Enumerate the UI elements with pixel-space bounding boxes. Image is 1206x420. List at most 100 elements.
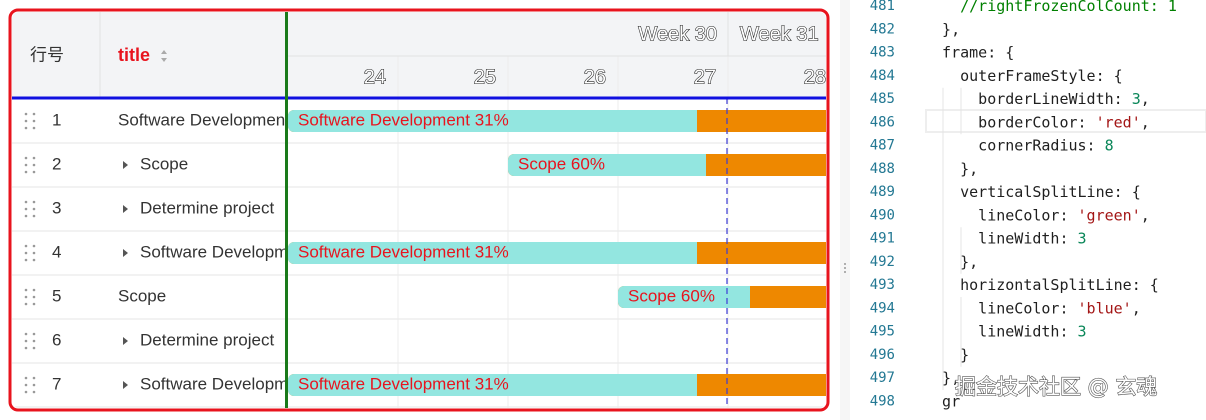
bar-label: Scope 60% bbox=[628, 286, 715, 305]
row-title: Determine project bbox=[140, 198, 274, 217]
drag-handle[interactable] bbox=[24, 288, 36, 306]
dot bbox=[24, 112, 28, 116]
week-label: Week 31 bbox=[740, 23, 819, 45]
dot bbox=[32, 346, 36, 350]
dot bbox=[32, 288, 36, 292]
code-line: //rightFrozenColCount: 1 bbox=[924, 0, 1177, 15]
dot bbox=[32, 112, 36, 116]
expand-arrow[interactable] bbox=[123, 381, 128, 389]
day-label: 24 bbox=[364, 66, 386, 88]
line-number: 496 bbox=[870, 347, 895, 363]
row-title: Determine project bbox=[140, 330, 274, 349]
day-label: 28 bbox=[804, 66, 826, 88]
bar-label: Software Development 31% bbox=[298, 374, 509, 393]
code-line: lineWidth: 3 bbox=[924, 229, 1087, 247]
column-header: 行号 bbox=[30, 45, 64, 64]
code-editor: 481 //rightFrozenColCount: 1 482 }, 483 fr… bbox=[870, 0, 1206, 410]
expand-arrow[interactable] bbox=[123, 249, 128, 257]
dot bbox=[32, 156, 36, 160]
dot bbox=[24, 119, 28, 123]
expand-arrow[interactable] bbox=[123, 337, 128, 345]
drag-handle[interactable] bbox=[24, 332, 36, 350]
drag-handle[interactable] bbox=[24, 244, 36, 262]
bar-progress-end bbox=[689, 374, 697, 396]
dot bbox=[32, 302, 36, 306]
bar-progress bbox=[288, 374, 697, 396]
line-number: 491 bbox=[870, 231, 895, 247]
line-number: 497 bbox=[870, 370, 895, 386]
line-number: 495 bbox=[870, 324, 895, 340]
bar-progress bbox=[508, 154, 706, 176]
line-number: 482 bbox=[870, 21, 895, 37]
bar-progress-end bbox=[689, 242, 697, 264]
dot bbox=[24, 302, 28, 306]
dot bbox=[32, 207, 36, 211]
bar-label: Software Development 31% bbox=[298, 110, 509, 129]
dot bbox=[24, 376, 28, 380]
dot bbox=[24, 244, 28, 248]
dot bbox=[24, 288, 28, 292]
row-number: 5 bbox=[52, 286, 61, 305]
column-header[interactable]: title bbox=[118, 45, 150, 65]
dot bbox=[24, 200, 28, 204]
splitter-grip bbox=[844, 263, 846, 273]
line-number: 481 bbox=[870, 0, 895, 14]
row-title: Software Development bbox=[140, 242, 312, 261]
row-number: 7 bbox=[52, 374, 61, 393]
dot bbox=[32, 390, 36, 394]
dot bbox=[32, 170, 36, 174]
dot bbox=[24, 258, 28, 262]
dot bbox=[24, 295, 28, 299]
row-number: 4 bbox=[52, 242, 61, 261]
sort-icon[interactable] bbox=[161, 50, 167, 62]
drag-handle[interactable] bbox=[24, 376, 36, 394]
dot bbox=[32, 200, 36, 204]
row-number: 1 bbox=[52, 110, 61, 129]
timeline: Week 30 Week 31 24 25 26 27 28 Software Develop… bbox=[288, 23, 826, 408]
day-label: 27 bbox=[694, 66, 716, 88]
line-number: 487 bbox=[870, 138, 895, 154]
splitter[interactable] bbox=[840, 0, 850, 420]
row-title: Scope bbox=[140, 154, 188, 173]
row-number: 6 bbox=[52, 330, 61, 349]
outer-frame bbox=[8, 8, 830, 412]
code-line: gr bbox=[924, 392, 960, 410]
bar-progress-end bbox=[689, 110, 697, 132]
drag-handle[interactable] bbox=[24, 156, 36, 174]
line-number: 486 bbox=[870, 114, 895, 130]
drag-handle[interactable] bbox=[24, 200, 36, 218]
bar-progress bbox=[618, 286, 750, 308]
week-label: Week 30 bbox=[638, 23, 717, 45]
code-line: verticalSplitLine: { bbox=[924, 183, 1141, 201]
line-number: 485 bbox=[870, 91, 895, 107]
code-line: frame: { bbox=[924, 43, 1014, 61]
dot bbox=[32, 163, 36, 167]
code-line: }, bbox=[924, 369, 960, 387]
bar-progress-end bbox=[742, 286, 750, 308]
expand-arrow[interactable] bbox=[123, 161, 128, 169]
dot bbox=[32, 295, 36, 299]
code-line: borderLineWidth: 3, bbox=[924, 90, 1150, 108]
dot bbox=[24, 156, 28, 160]
bar-label: Scope 60% bbox=[518, 154, 605, 173]
code-line: }, bbox=[924, 252, 978, 270]
code-line: }, bbox=[924, 159, 978, 177]
code-line: }, bbox=[924, 20, 960, 38]
dot bbox=[32, 258, 36, 262]
row-number: 3 bbox=[52, 198, 61, 217]
bar-label: Software Development 31% bbox=[298, 242, 509, 261]
code-line: cornerRadius: 8 bbox=[924, 136, 1114, 154]
dot bbox=[24, 339, 28, 343]
code-line: horizontalSplitLine: { bbox=[924, 276, 1159, 294]
line-number: 498 bbox=[870, 393, 895, 409]
dot bbox=[24, 346, 28, 350]
drag-handle[interactable] bbox=[24, 112, 36, 130]
code-line: lineColor: 'green', bbox=[924, 206, 1150, 224]
dot bbox=[24, 383, 28, 387]
dot bbox=[24, 332, 28, 336]
expand-arrow[interactable] bbox=[123, 205, 128, 213]
code-line: lineWidth: 3 bbox=[924, 322, 1087, 340]
dot bbox=[32, 383, 36, 387]
